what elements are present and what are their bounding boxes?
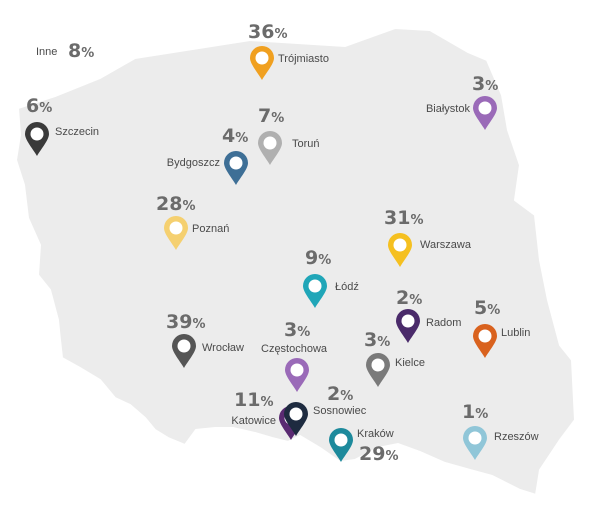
other-entry: Inne 8% (36, 40, 94, 62)
city-marker-wroclaw[interactable]: 39% Wrocław (166, 311, 244, 368)
map-pin-hole (308, 279, 322, 293)
city-value: 36% (248, 21, 287, 43)
map-pin-hole (290, 363, 304, 377)
city-value: 2% (327, 383, 353, 405)
map-pin-hole (334, 433, 348, 447)
city-marker-lodz[interactable]: 9% Łódź (303, 247, 359, 308)
city-marker-torun[interactable]: 7% Toruń (258, 105, 320, 165)
city-marker-kielce[interactable]: 3% Kielce (364, 329, 425, 387)
city-name: Radom (426, 317, 461, 329)
city-marker-poznan[interactable]: 28% Poznań (156, 193, 229, 250)
city-value: 39% (166, 311, 205, 333)
map-pin-hole (393, 238, 407, 252)
city-value: 9% (305, 247, 331, 269)
city-name: Częstochowa (261, 343, 328, 355)
city-marker-bydgoszcz[interactable]: 4%Bydgoszcz (167, 125, 248, 185)
city-value: 3% (472, 73, 498, 95)
other-value: 8% (68, 40, 94, 62)
city-name: Kraków (357, 428, 394, 440)
city-name: Sosnowiec (313, 405, 367, 417)
city-value: 31% (384, 207, 423, 229)
city-name: Lublin (501, 327, 530, 339)
city-value: 6% (26, 95, 52, 117)
map-pin-hole (468, 431, 482, 445)
city-marker-rzeszow[interactable]: 1% Rzeszów (462, 401, 539, 460)
city-marker-lublin[interactable]: 5%Lublin (473, 297, 530, 358)
city-name: Poznań (192, 223, 229, 235)
city-name: Katowice (231, 415, 276, 427)
map-pin-hole (289, 407, 303, 421)
map-pin-hole (371, 358, 385, 372)
city-marker-warszawa[interactable]: 31% Warszawa (384, 207, 472, 267)
city-value: 2% (396, 287, 422, 309)
city-marker-krakow[interactable]: 29% Kraków (329, 428, 398, 465)
city-marker-czestochowa[interactable]: 3% Częstochowa (261, 319, 328, 392)
city-marker-sosnowiec[interactable]: 2%Sosnowiec (284, 383, 367, 436)
city-value: 28% (156, 193, 195, 215)
map-pin-hole (478, 101, 492, 115)
map-pin-hole (229, 156, 243, 170)
city-name: Toruń (292, 138, 320, 150)
map-pin-hole (478, 329, 492, 343)
city-value: 3% (364, 329, 390, 351)
city-name: Białystok (426, 103, 471, 115)
city-marker-radom[interactable]: 2% Radom (396, 287, 461, 343)
city-value: 1% (462, 401, 488, 423)
city-value: 7% (258, 105, 284, 127)
city-marker-szczecin[interactable]: 6%Szczecin (25, 95, 99, 156)
city-value: 11% (234, 389, 273, 411)
poland-outline (14, 26, 577, 497)
city-name: Bydgoszcz (167, 157, 220, 169)
city-name: Kielce (395, 357, 425, 369)
map-pin-hole (401, 314, 415, 328)
city-marker-trojmiasto[interactable]: 36% Trójmiasto (248, 21, 329, 80)
map-pin-hole (169, 221, 183, 235)
city-name: Łódź (335, 281, 359, 293)
city-value: 3% (284, 319, 310, 341)
city-value: 5% (474, 297, 500, 319)
city-name: Warszawa (420, 239, 472, 251)
city-name: Szczecin (55, 126, 99, 138)
other-label: Inne (36, 46, 57, 58)
city-value: 29% (359, 443, 398, 465)
city-name: Rzeszów (494, 431, 539, 443)
city-value: 4% (222, 125, 248, 147)
city-marker-bialystok[interactable]: 3%Białystok (426, 73, 498, 130)
map-pin-hole (30, 127, 44, 141)
city-name: Trójmiasto (278, 53, 329, 65)
city-name: Wrocław (202, 342, 244, 354)
map-pin-hole (255, 51, 269, 65)
map-pin-hole (177, 339, 191, 353)
map-pin-hole (263, 136, 277, 150)
